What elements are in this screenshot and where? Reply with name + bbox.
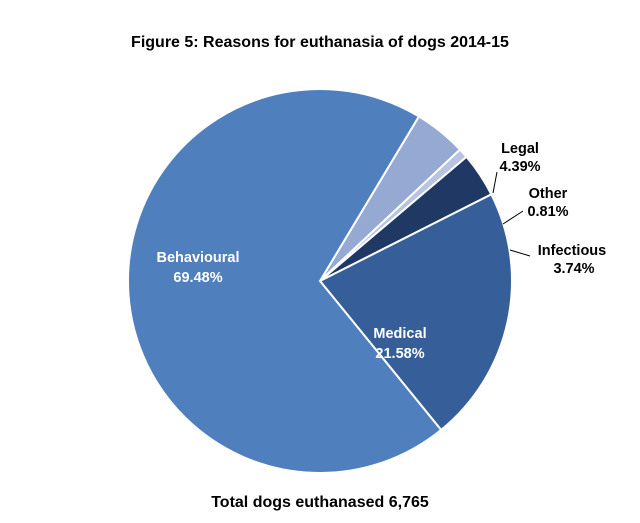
slice-value-label-other: 0.81%: [527, 204, 568, 220]
slice-name-label-infectious: Infectious: [538, 243, 606, 259]
leader-line-legal: [492, 171, 498, 194]
chart-footer: Total dogs euthanased 6,765: [211, 494, 429, 511]
slice-name-label-medical: Medical: [373, 326, 426, 342]
slice-value-label-infectious: 3.74%: [553, 261, 594, 277]
slice-name-label-behavioural: Behavioural: [157, 250, 240, 266]
chart-title: Figure 5: Reasons for euthanasia of dogs…: [131, 34, 509, 51]
slice-value-label-medical: 21.58%: [375, 346, 424, 362]
slice-value-label-behavioural: 69.48%: [173, 270, 222, 286]
leader-line-other: [502, 210, 524, 225]
pie-slice-behavioural: [127, 87, 443, 474]
slice-value-label-legal: 4.39%: [499, 159, 540, 175]
slice-name-label-other: Other: [529, 186, 568, 202]
slice-name-label-legal: Legal: [501, 141, 539, 157]
pie-slice-medical: [318, 193, 513, 432]
leader-line-infectious: [509, 249, 531, 257]
